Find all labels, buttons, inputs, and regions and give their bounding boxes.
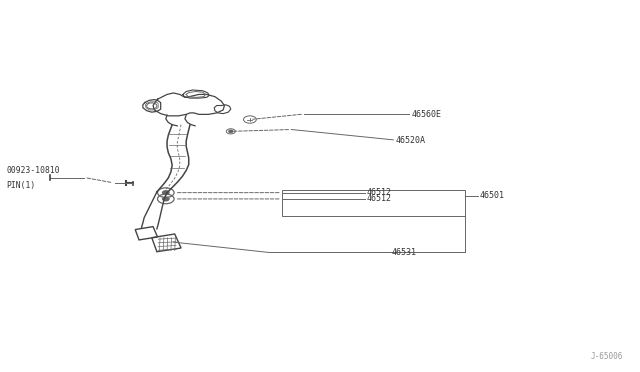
Text: 46520A: 46520A <box>395 136 425 145</box>
Text: 46560E: 46560E <box>411 109 441 119</box>
Circle shape <box>163 197 169 201</box>
Text: 46501: 46501 <box>480 191 505 200</box>
Text: PIN(1): PIN(1) <box>6 181 36 190</box>
Text: 00923-10810: 00923-10810 <box>6 166 60 175</box>
Text: 46512: 46512 <box>367 195 392 203</box>
Circle shape <box>163 191 169 195</box>
Text: 46512: 46512 <box>367 188 392 197</box>
Text: 46531: 46531 <box>392 248 417 257</box>
Text: J-65006: J-65006 <box>590 352 623 361</box>
Bar <box>282 190 465 215</box>
Circle shape <box>229 130 233 132</box>
